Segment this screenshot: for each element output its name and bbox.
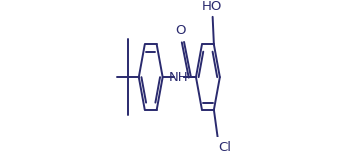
Text: Cl: Cl — [218, 141, 231, 154]
Text: O: O — [176, 24, 186, 37]
Text: NH: NH — [169, 71, 189, 84]
Text: HO: HO — [202, 0, 222, 13]
